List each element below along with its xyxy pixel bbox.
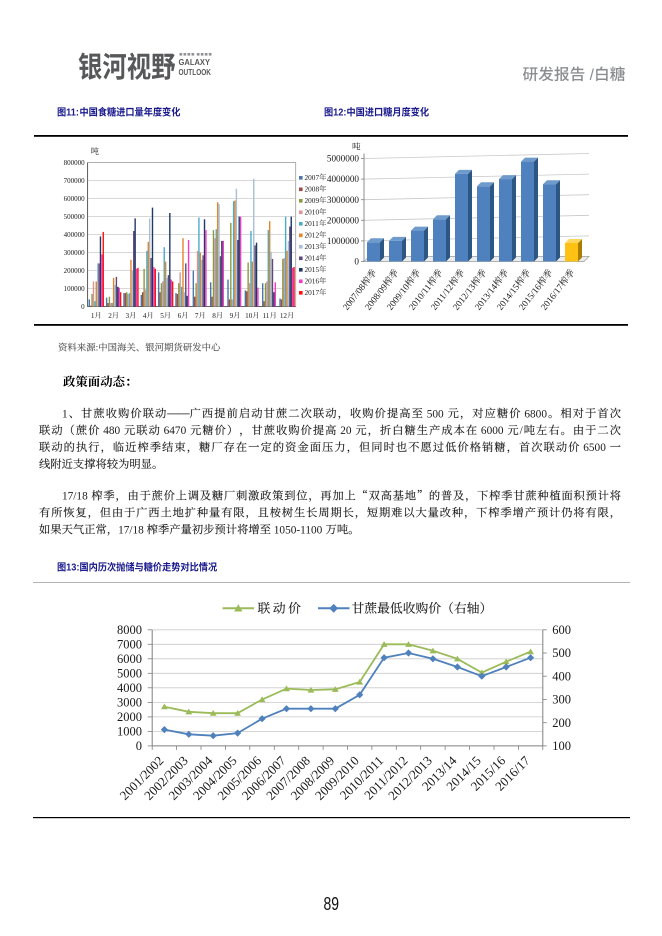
svg-text:17/18: 17/18 xyxy=(62,491,91,503)
svg-text:5000: 5000 xyxy=(117,667,142,681)
svg-text:6000: 6000 xyxy=(117,652,142,666)
svg-text:10: 10 xyxy=(245,312,253,320)
svg-text:2013: 2013 xyxy=(305,242,320,251)
svg-text:500: 500 xyxy=(424,408,447,420)
svg-text:1000000: 1000000 xyxy=(327,236,360,246)
svg-text:2008: 2008 xyxy=(305,184,320,193)
svg-text:9: 9 xyxy=(230,312,234,320)
svg-text:7: 7 xyxy=(195,312,199,320)
svg-text:2009: 2009 xyxy=(305,196,320,205)
svg-text:300: 300 xyxy=(552,693,571,707)
svg-text:2010: 2010 xyxy=(305,207,320,216)
svg-text:200: 200 xyxy=(552,716,571,730)
svg-text:17/18: 17/18 xyxy=(118,524,147,536)
svg-text:11: 11 xyxy=(262,312,269,320)
svg-text:12:: 12: xyxy=(333,107,346,119)
svg-text:2012: 2012 xyxy=(305,230,320,239)
svg-text:5: 5 xyxy=(160,312,164,320)
svg-text:89: 89 xyxy=(324,893,340,914)
svg-text:0: 0 xyxy=(354,257,359,267)
svg-text:3000000: 3000000 xyxy=(327,195,360,205)
svg-text:600: 600 xyxy=(552,623,571,637)
svg-text:2010/11: 2010/11 xyxy=(407,282,433,312)
svg-text:1: 1 xyxy=(91,312,95,320)
svg-text:13:: 13: xyxy=(66,562,79,574)
svg-text:7000: 7000 xyxy=(117,638,142,652)
svg-text:2: 2 xyxy=(108,312,112,320)
svg-text:4: 4 xyxy=(143,312,147,320)
svg-text:2017: 2017 xyxy=(305,288,320,297)
svg-text:2007: 2007 xyxy=(305,173,320,182)
svg-text:6470: 6470 xyxy=(161,425,189,437)
svg-text:6000: 6000 xyxy=(478,425,506,437)
svg-text:/: / xyxy=(585,67,594,84)
svg-text:2000000: 2000000 xyxy=(327,215,360,225)
svg-text:500: 500 xyxy=(552,646,571,660)
svg-text:4000: 4000 xyxy=(117,681,142,695)
svg-text:1: 1 xyxy=(62,408,68,420)
svg-text:600000: 600000 xyxy=(64,195,86,203)
svg-text:6500: 6500 xyxy=(580,442,608,454)
svg-text:2014: 2014 xyxy=(305,253,320,262)
svg-text:2015: 2015 xyxy=(305,265,320,274)
svg-text:400000: 400000 xyxy=(64,231,86,239)
svg-text:11:: 11: xyxy=(66,107,79,119)
svg-text:300000: 300000 xyxy=(64,249,86,257)
svg-text:2011/12: 2011/12 xyxy=(429,282,455,312)
svg-text:3000: 3000 xyxy=(117,696,142,710)
svg-text:20: 20 xyxy=(337,425,354,437)
svg-text:0: 0 xyxy=(81,303,85,311)
svg-text:100: 100 xyxy=(552,739,571,753)
svg-text:/: / xyxy=(520,425,524,437)
svg-text:4000000: 4000000 xyxy=(327,174,360,184)
svg-text:OUTLOOK: OUTLOOK xyxy=(179,68,212,77)
svg-text:12: 12 xyxy=(280,312,288,320)
svg-text:480: 480 xyxy=(100,425,123,437)
svg-text:400: 400 xyxy=(552,669,571,683)
svg-text:2000: 2000 xyxy=(117,710,142,724)
svg-text:6: 6 xyxy=(178,312,182,320)
svg-text:100000: 100000 xyxy=(64,285,86,293)
svg-text:2016: 2016 xyxy=(305,276,320,285)
svg-text:1050-1100: 1050-1100 xyxy=(271,524,325,536)
svg-text:700000: 700000 xyxy=(64,177,86,185)
svg-text:6800: 6800 xyxy=(522,408,548,420)
svg-text:0: 0 xyxy=(136,739,142,753)
svg-text:500000: 500000 xyxy=(64,213,86,221)
svg-text:GALAXY: GALAXY xyxy=(179,57,211,67)
svg-text:8: 8 xyxy=(212,312,216,320)
svg-text:1000: 1000 xyxy=(117,725,142,739)
svg-text:8000: 8000 xyxy=(117,623,142,637)
svg-text:2016/17: 2016/17 xyxy=(539,282,566,312)
svg-text:200000: 200000 xyxy=(64,267,86,275)
svg-text:5000000: 5000000 xyxy=(327,154,360,164)
svg-text:2011: 2011 xyxy=(305,219,320,228)
svg-text::: : xyxy=(96,344,99,354)
svg-text:800000: 800000 xyxy=(64,159,86,167)
svg-text:3: 3 xyxy=(126,312,130,320)
